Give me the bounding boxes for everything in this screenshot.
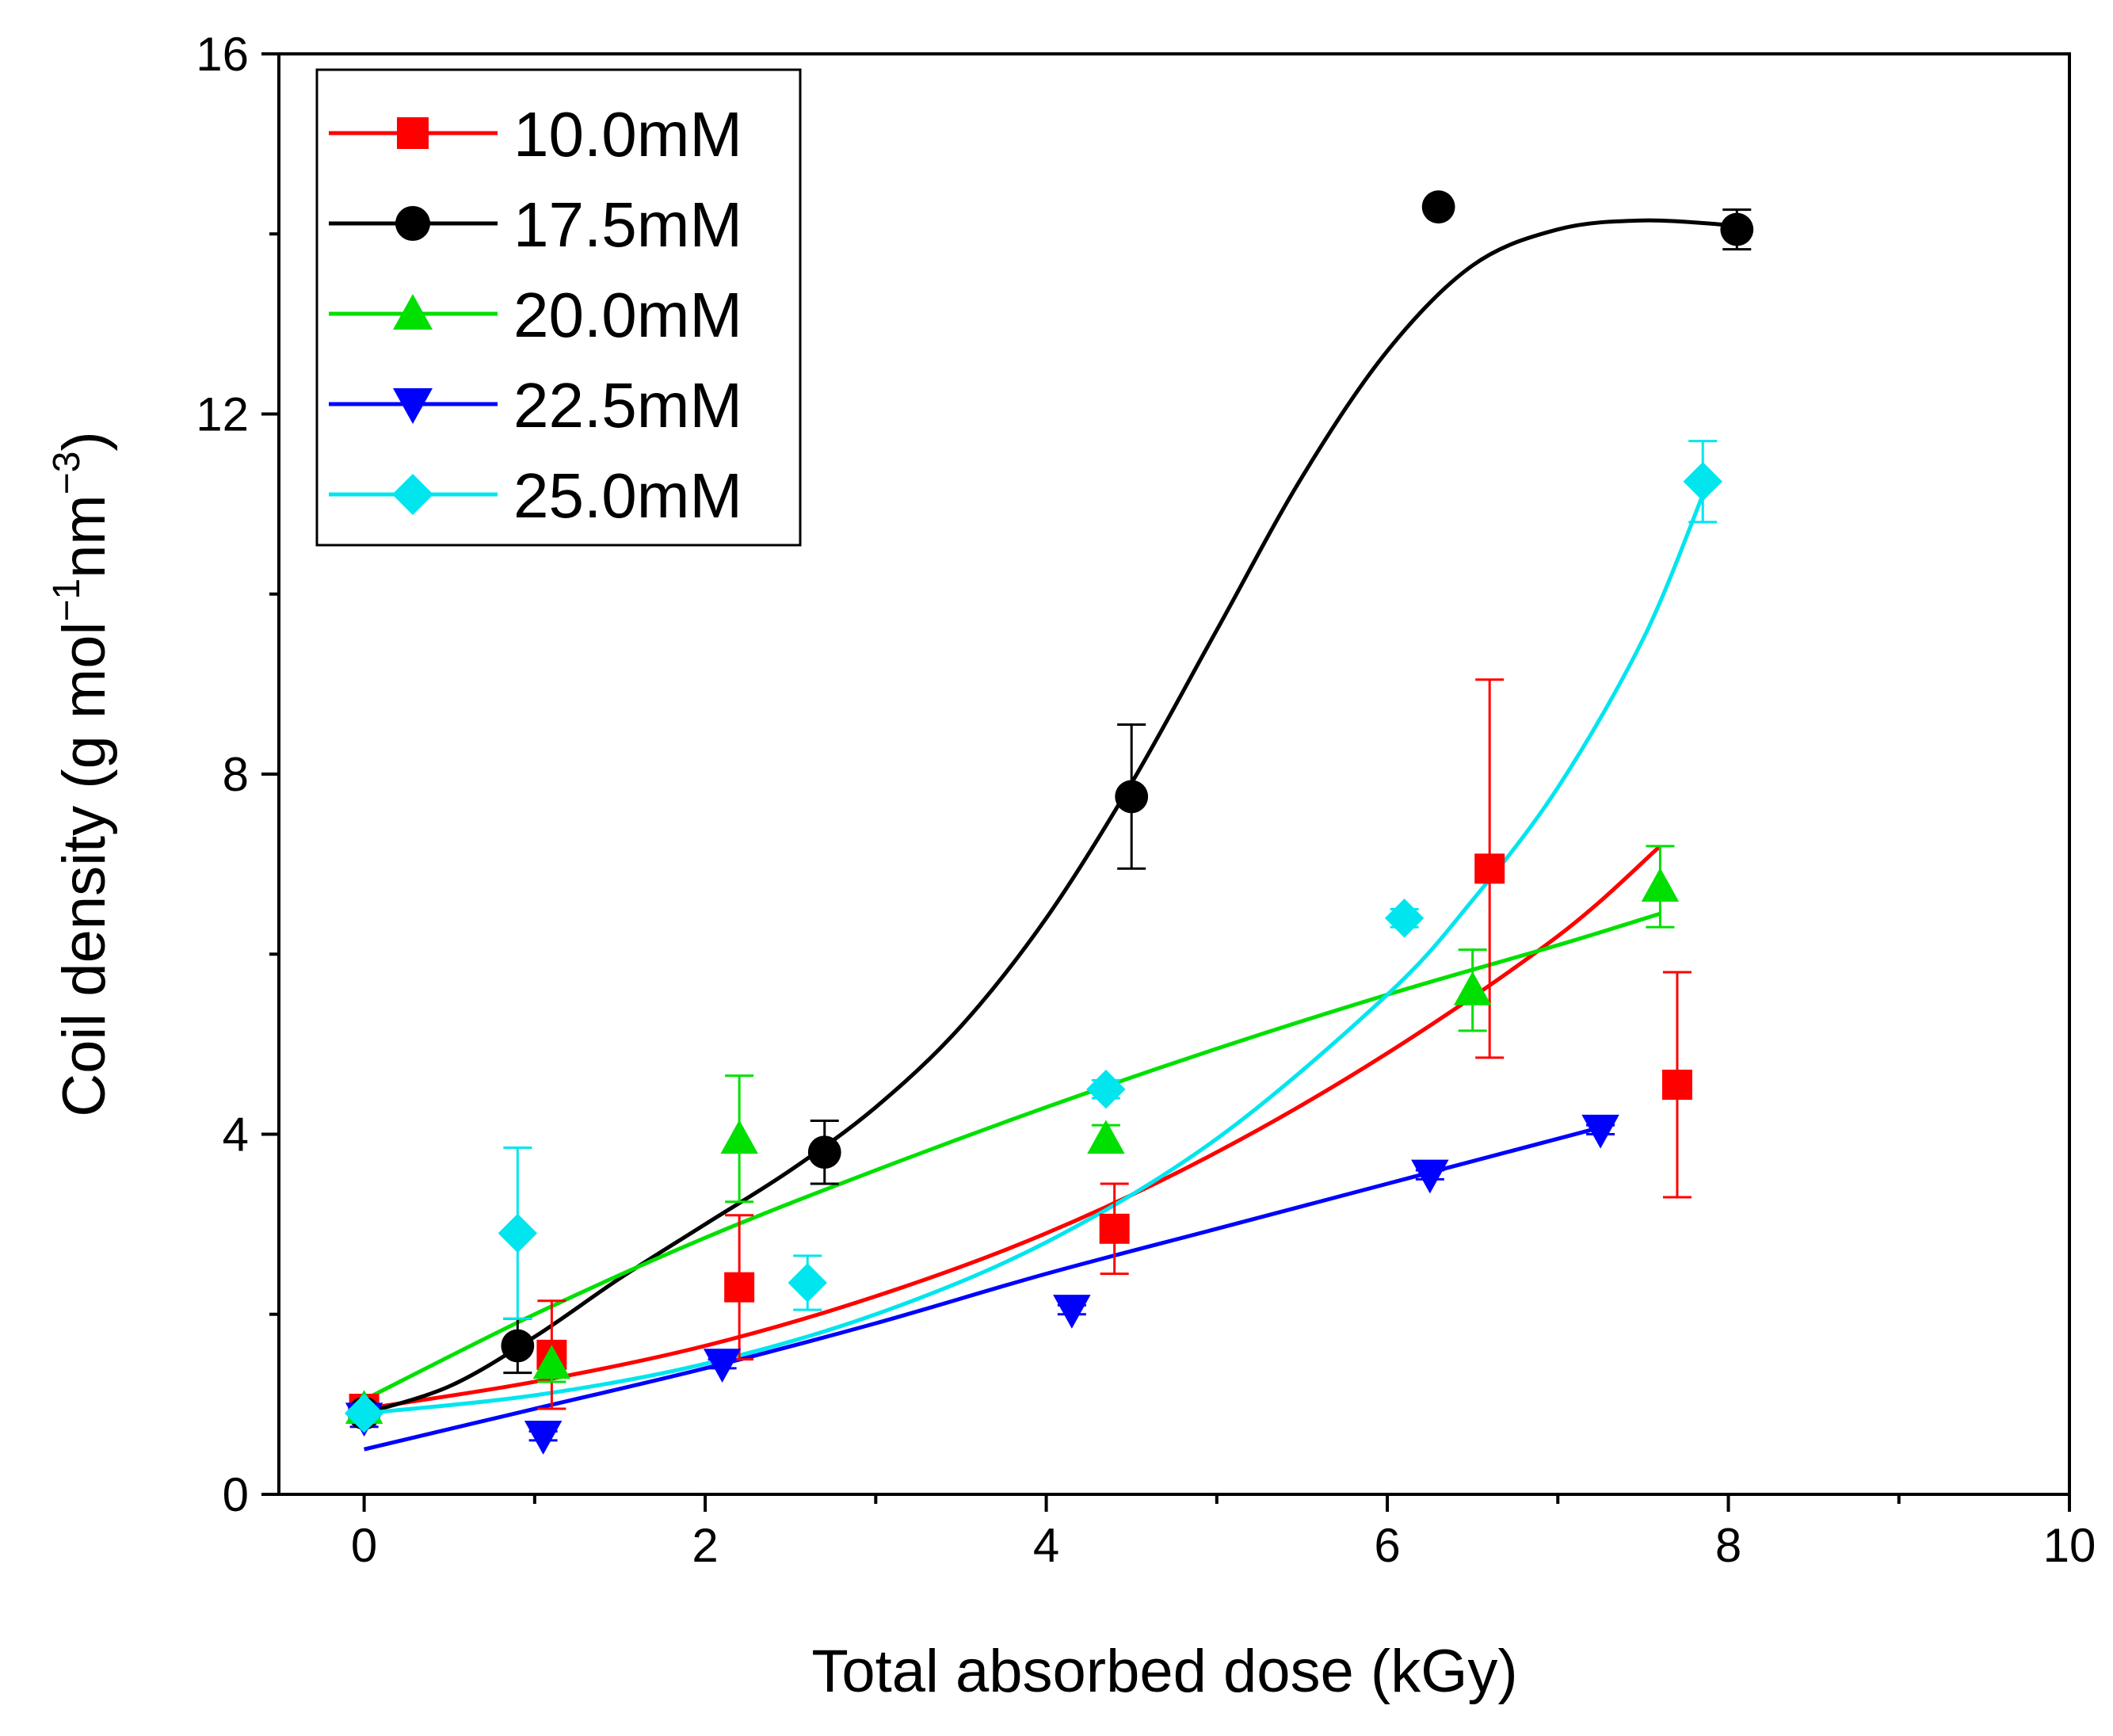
data-point-25.0mM [1683,462,1722,502]
fit-curves [363,218,1729,1452]
data-point-25.0mM [1086,1069,1126,1109]
legend-label-25.0mM: 25.0mM [513,460,742,531]
data-point-20.0mM [1641,868,1680,902]
y-tick-label: 16 [196,28,249,81]
data-point-17.5mM [1115,780,1149,814]
x-tick-label: 8 [1715,1519,1741,1572]
y-axis-title-mid: nm [51,494,118,578]
legend-label-22.5mM: 22.5mM [513,370,742,441]
x-axis-ticks: 0 2 4 6 8 10 [351,1494,2096,1572]
data-point-20.0mM [1453,971,1492,1005]
y-tick-label: 4 [223,1108,249,1162]
y-axis-title-end: ) [51,431,118,451]
y-axis-title-sup1: −1 [46,578,88,622]
x-tick-label: 10 [2043,1519,2096,1572]
data-point-10.0mM [1661,1070,1692,1101]
y-axis-title-main: Coil density (g mol [51,622,118,1117]
legend: 10.0mM 17.5mM 20.0mM 22.5mM 25.0mM [315,68,802,547]
data-point-25.0mM [788,1263,827,1303]
y-tick-label: 12 [196,388,249,441]
data-point-22.5mM [703,1349,742,1383]
legend-label-10.0mM: 10.0mM [513,99,742,170]
data-point-20.0mM [1087,1120,1125,1154]
data-point-22.5mM [524,1421,563,1455]
data-point-10.0mM [1474,853,1505,884]
legend-marker-10.0mM [397,117,429,149]
x-tick-label: 2 [692,1519,718,1572]
fit-curve-17.5mM [363,218,1729,1416]
data-point-17.5mM [807,1135,841,1169]
x-tick-label: 4 [1033,1519,1059,1572]
legend-marker-22.5mM [393,388,433,424]
data-point-25.0mM [344,1394,384,1433]
x-tick-label: 0 [351,1519,377,1572]
x-tick-label: 6 [1374,1519,1400,1572]
data-point-20.0mM [532,1345,571,1379]
legend-marker-20.0mM [393,294,433,330]
y-tick-label: 0 [223,1468,249,1521]
fit-curve-20.0mM [363,911,1661,1402]
data-point-25.0mM [498,1213,538,1253]
data-point-22.5mM [1581,1114,1619,1149]
data-point-20.0mM [720,1120,758,1154]
data-markers [344,190,1754,1455]
y-axis-title-sup2: −3 [46,452,88,495]
legend-marker-17.5mM [395,206,430,241]
data-point-22.5mM [1411,1159,1449,1194]
fit-curve-25.0mM [364,494,1705,1416]
legend-label-17.5mM: 17.5mM [513,189,742,260]
y-axis-title: Coil density (g mol−1nm−3) [46,431,118,1116]
y-tick-label: 8 [223,748,249,801]
data-point-25.0mM [1384,899,1425,938]
data-point-17.5mM [1421,190,1455,224]
fit-curve-10.0mM [364,845,1662,1411]
fit-curve-22.5mM [364,1123,1610,1452]
data-point-22.5mM [1053,1295,1091,1329]
y-axis-ticks: 0 4 8 12 16 [196,28,279,1521]
data-point-10.0mM [1099,1213,1130,1244]
legend-label-20.0mM: 20.0mM [513,280,742,350]
legend-marker-25.0mM [392,474,433,515]
data-point-17.5mM [1720,212,1754,246]
x-axis-title: Total absorbed dose (kGy) [811,1638,1517,1705]
data-point-17.5mM [501,1329,535,1363]
data-point-10.0mM [724,1272,755,1303]
